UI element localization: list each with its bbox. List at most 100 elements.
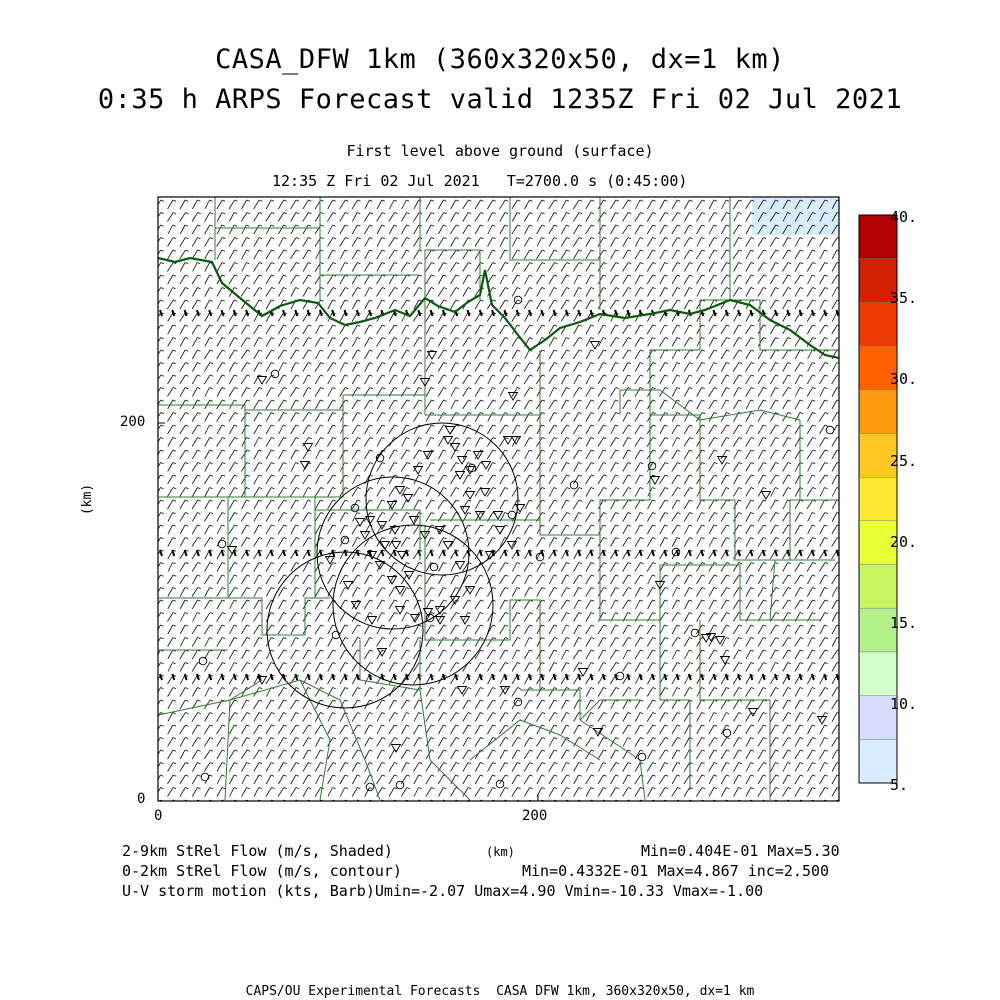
wind-barb-flag [492,549,496,552]
wind-barb [253,524,260,535]
wind-barb [265,249,272,260]
wind-barb-flag [455,662,460,665]
wind-barb-flag [467,599,472,602]
wind-barb-flag [763,549,767,552]
wind-barb-flag [258,524,262,527]
wind-barb [179,337,186,347]
wind-barb [684,674,690,685]
wind-barb-flag [160,349,164,352]
wind-barb-flag [590,374,595,377]
wind-barb-flag [750,599,755,602]
wind-barb-flag [234,462,238,465]
wind-barb-flag [726,599,730,602]
wind-barb-flag [591,387,595,390]
wind-barb-flag [726,387,730,390]
wind-barb-flag [763,249,767,252]
wind-barb-flag [394,537,398,540]
wind-barb [327,412,333,422]
wind-barb-flag [615,562,619,565]
wind-barb [782,424,789,435]
wind-barb-flag [652,587,656,590]
wind-barb-flag [775,262,779,265]
wind-barb [376,637,383,647]
wind-barb-flag [320,324,324,327]
wind-barb [192,188,198,197]
wind-barb [462,712,469,722]
wind-barb [315,188,321,197]
wind-barb-flag [468,399,472,402]
wind-barb [302,287,309,297]
wind-barb-flag [492,524,497,527]
wind-barb-flag [615,399,619,402]
wind-barb [634,387,641,397]
wind-barb-flag [677,724,681,727]
wind-barb [708,262,715,272]
wind-barb-flag [775,274,779,277]
wind-barb [659,424,666,435]
wind-barb [192,512,198,522]
wind-barb-flag [480,199,484,202]
wind-barb-flag [431,724,435,727]
wind-barb-flag [406,537,411,540]
wind-barb-flag [344,687,349,690]
wind-barb-flag [185,249,189,252]
wind-barb-flag [602,524,607,527]
wind-barb-flag [578,562,582,565]
wind-barb [240,212,248,222]
wind-barb [216,524,223,535]
wind-barb-flag [234,324,238,327]
wind-barb-flag [160,387,164,390]
wind-barb-flag [344,474,349,477]
wind-barb [794,249,801,260]
wind-barb [561,337,567,347]
wind-barb [720,662,728,672]
wind-barb-flag [271,188,274,189]
wind-barb [683,687,690,697]
wind-barb [499,437,506,447]
wind-barb [548,624,555,635]
wind-barb-flag [689,188,692,189]
wind-barb [769,537,777,547]
wind-barb [647,287,653,297]
wind-barb-flag [812,524,816,527]
wind-barb-flag [529,499,533,502]
wind-barb-flag [234,612,238,615]
wind-barb-flag [480,737,484,740]
wind-barb-flag [603,188,606,189]
wind-barb [536,524,542,535]
wind-barb-flag [640,387,644,390]
wind-barb [401,562,407,572]
wind-barb-flag [517,462,521,465]
wind-barb [389,637,395,647]
wind-barb-flag [480,399,484,402]
wind-barb-flag [258,499,262,502]
wind-barb-flag [615,687,620,690]
wind-barb-flag [443,624,447,627]
wind-barb [179,474,186,485]
wind-barb [486,712,494,722]
wind-barb [757,349,764,360]
wind-barb-flag [763,537,767,540]
wind-barb-flag [221,424,226,427]
wind-barb [265,349,272,360]
wind-barb-flag [566,699,570,702]
wind-barb [474,474,481,485]
wind-barb [450,188,456,197]
wind-barb-flag [701,249,706,252]
wind-barb [720,474,727,485]
wind-barb-flag [751,387,755,390]
wind-barb-flag [615,637,619,640]
wind-barb [732,599,740,610]
wind-barb-flag [492,362,496,365]
wind-barb-flag [701,224,706,227]
wind-barb-flag [689,474,693,477]
wind-barb-flag [431,574,435,577]
wind-barb [794,224,801,235]
wind-barb-flag [566,587,570,590]
wind-barb [794,324,801,335]
wind-barb [536,374,543,385]
wind-barb-flag [307,287,312,290]
map-valid-time: 12:35 Z Fri 02 Jul 2021 T=2700.0 s (0:45… [272,172,688,190]
wind-barb-flag [554,324,558,327]
wind-barb [425,337,432,347]
